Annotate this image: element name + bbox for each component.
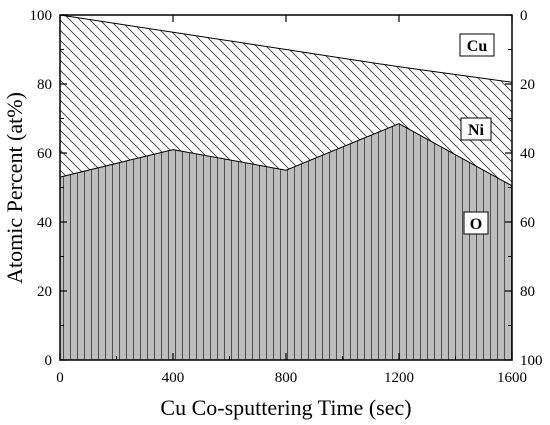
x-tick-label: 1600 bbox=[497, 370, 527, 386]
label-cu: Cu bbox=[459, 33, 495, 57]
label-o-text: O bbox=[470, 216, 482, 233]
y2-tick-label: 80 bbox=[520, 284, 535, 300]
y-axis-right: 100 80 60 40 20 0 bbox=[505, 8, 543, 369]
x-tick-label: 800 bbox=[275, 370, 298, 386]
y-tick-label: 20 bbox=[37, 284, 52, 300]
area-o bbox=[60, 123, 512, 360]
y-tick-label: 100 bbox=[30, 8, 53, 24]
y-tick-label: 40 bbox=[37, 215, 52, 231]
y-axis-title: Atomic Percent (at%) bbox=[2, 92, 27, 284]
label-ni: Ni bbox=[460, 117, 492, 141]
line-ni-o-boundary bbox=[59, 123, 513, 187]
y2-tick-label: 40 bbox=[520, 146, 535, 162]
plot-area bbox=[59, 14, 513, 360]
label-o: O bbox=[463, 211, 489, 235]
y-tick-label: 60 bbox=[37, 146, 52, 162]
area-ni bbox=[60, 15, 512, 186]
x-tick-label: 0 bbox=[56, 370, 64, 386]
y2-tick-label: 100 bbox=[520, 353, 543, 369]
region-labels: Cu Ni O bbox=[459, 33, 495, 235]
y2-tick-label: 0 bbox=[520, 8, 528, 24]
x-tick-label: 1200 bbox=[384, 370, 414, 386]
label-cu-text: Cu bbox=[467, 38, 488, 55]
y2-tick-label: 60 bbox=[520, 215, 535, 231]
y2-tick-label: 20 bbox=[520, 77, 535, 93]
y-axis-left: 0 20 40 60 80 100 bbox=[30, 8, 67, 369]
line-cu-ni-boundary bbox=[59, 14, 513, 83]
x-axis: 0 400 800 1200 1600 bbox=[56, 15, 527, 386]
y-tick-label: 0 bbox=[45, 353, 53, 369]
x-tick-label: 400 bbox=[162, 370, 185, 386]
y-tick-label: 80 bbox=[37, 77, 52, 93]
x-axis-title: Cu Co-sputtering Time (sec) bbox=[160, 395, 411, 420]
label-ni-text: Ni bbox=[468, 122, 485, 139]
